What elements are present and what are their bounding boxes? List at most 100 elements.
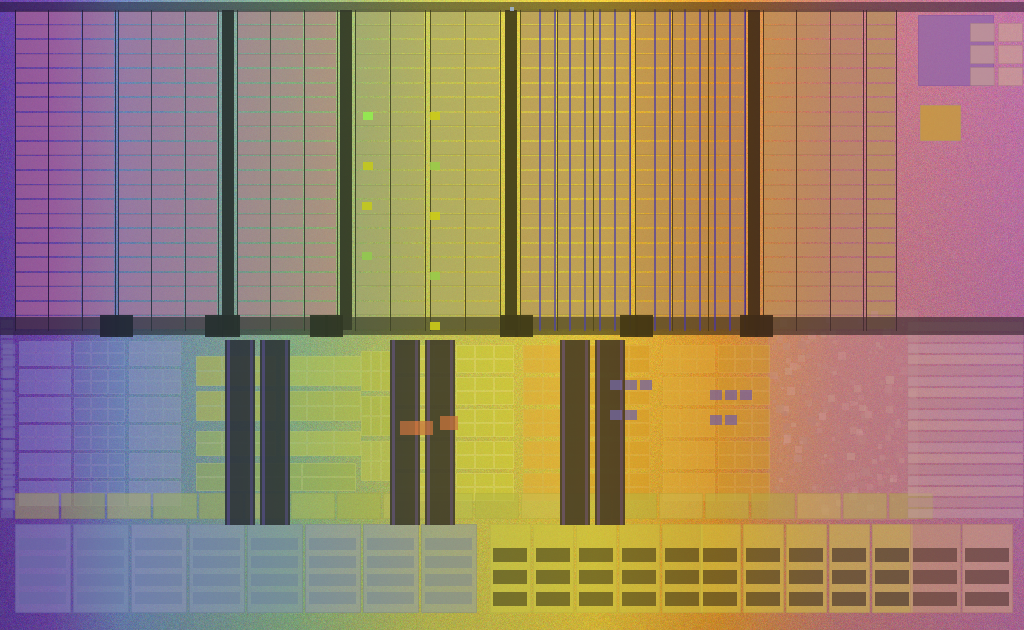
Bar: [557, 200, 593, 213]
Bar: [1, 360, 13, 368]
Bar: [543, 345, 563, 357]
Bar: [718, 345, 734, 357]
Bar: [673, 40, 708, 53]
Bar: [867, 484, 873, 490]
Bar: [383, 493, 426, 518]
Bar: [434, 391, 453, 403]
Bar: [83, 316, 115, 329]
Bar: [466, 69, 500, 82]
Bar: [843, 432, 849, 439]
Bar: [355, 316, 389, 329]
Bar: [842, 403, 849, 410]
Bar: [543, 423, 563, 435]
Bar: [610, 380, 622, 390]
Bar: [751, 493, 794, 518]
Bar: [456, 440, 474, 454]
Bar: [466, 244, 500, 256]
Bar: [145, 369, 162, 380]
Bar: [355, 25, 389, 38]
Bar: [908, 322, 1023, 331]
Bar: [782, 433, 786, 437]
Bar: [271, 316, 303, 329]
Bar: [53, 409, 70, 420]
Bar: [802, 389, 806, 393]
Bar: [185, 113, 217, 125]
Bar: [119, 244, 151, 256]
Bar: [862, 468, 869, 476]
Bar: [281, 355, 306, 370]
Bar: [153, 200, 184, 213]
Bar: [91, 481, 108, 492]
Bar: [773, 400, 776, 403]
Bar: [536, 548, 570, 562]
Bar: [970, 67, 994, 85]
Bar: [371, 416, 380, 435]
Bar: [456, 377, 474, 389]
Bar: [3, 392, 15, 402]
Bar: [833, 340, 837, 344]
Bar: [746, 570, 780, 584]
Bar: [710, 11, 744, 24]
Bar: [15, 98, 47, 111]
Bar: [360, 370, 370, 389]
Bar: [673, 127, 708, 140]
Bar: [962, 524, 1012, 612]
Bar: [395, 358, 414, 372]
Bar: [249, 355, 274, 370]
Bar: [790, 469, 796, 475]
Bar: [594, 229, 629, 242]
Bar: [495, 408, 512, 421]
Bar: [466, 258, 500, 271]
Bar: [522, 472, 542, 486]
Bar: [908, 333, 1023, 342]
Bar: [899, 458, 903, 463]
Bar: [710, 84, 744, 96]
Bar: [83, 287, 115, 300]
Bar: [588, 486, 607, 500]
Bar: [710, 273, 744, 285]
Bar: [271, 40, 303, 53]
Bar: [861, 435, 865, 440]
Bar: [53, 465, 70, 476]
Bar: [781, 411, 786, 416]
Bar: [19, 574, 66, 586]
Bar: [238, 302, 269, 314]
Bar: [415, 391, 433, 403]
Bar: [998, 23, 1022, 41]
Bar: [238, 229, 269, 242]
Bar: [466, 25, 500, 38]
Bar: [636, 127, 671, 140]
Bar: [594, 11, 629, 24]
Bar: [222, 370, 248, 384]
Bar: [673, 214, 708, 227]
Bar: [1, 450, 13, 458]
Bar: [557, 25, 593, 38]
Bar: [866, 11, 895, 24]
Bar: [908, 487, 1023, 496]
Bar: [83, 258, 115, 271]
Bar: [764, 156, 796, 169]
Bar: [307, 443, 333, 454]
Bar: [866, 302, 895, 314]
Bar: [251, 538, 298, 550]
Bar: [900, 360, 903, 363]
Bar: [271, 54, 303, 67]
Bar: [475, 377, 494, 389]
Bar: [83, 84, 115, 96]
Bar: [430, 212, 440, 220]
Bar: [620, 315, 638, 337]
Bar: [830, 84, 862, 96]
Bar: [91, 353, 108, 365]
Bar: [836, 427, 841, 432]
Bar: [710, 200, 744, 213]
Bar: [735, 345, 752, 357]
Bar: [1, 420, 13, 428]
Bar: [597, 340, 600, 525]
Bar: [814, 484, 822, 492]
Bar: [797, 84, 828, 96]
Bar: [271, 273, 303, 285]
Bar: [1, 400, 13, 408]
Bar: [798, 355, 805, 362]
Bar: [869, 352, 872, 355]
Bar: [629, 345, 648, 357]
